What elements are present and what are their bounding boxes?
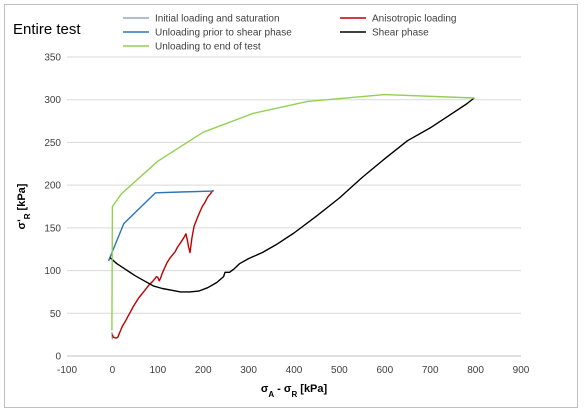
series-line-1 bbox=[111, 189, 214, 339]
y-tick-label: 200 bbox=[44, 181, 61, 192]
y-tick-label: 350 bbox=[44, 53, 61, 64]
y-tick-label: 150 bbox=[44, 223, 61, 234]
x-tick-label: 700 bbox=[422, 365, 439, 376]
legend-label: Unloading prior to shear phase bbox=[155, 28, 292, 39]
x-tick-label: 600 bbox=[376, 365, 393, 376]
y-tick-label: 0 bbox=[55, 352, 61, 363]
axis-label-part: σ' bbox=[16, 219, 28, 230]
y-tick-label: 100 bbox=[44, 266, 61, 277]
legend-label: Unloading to end of test bbox=[155, 42, 261, 53]
series-line-2 bbox=[108, 190, 214, 262]
legend-layer: Initial loading and saturation Anisotropi… bbox=[123, 14, 457, 53]
grid-layer bbox=[67, 56, 521, 357]
y-tick-label: 250 bbox=[44, 138, 61, 149]
series-line-3 bbox=[109, 97, 475, 293]
x-tick-label: -100 bbox=[57, 365, 77, 376]
y-tick-label: 50 bbox=[50, 309, 62, 320]
series-layer bbox=[108, 93, 475, 340]
y-tick-label: 300 bbox=[44, 95, 61, 106]
series-line-4 bbox=[111, 93, 475, 331]
x-tick-label: 200 bbox=[195, 365, 212, 376]
x-tick-label: 0 bbox=[110, 365, 116, 376]
axis-layer: 0 50 100 150 200 250 300 350 -100 0 100 200 300 400 50… bbox=[44, 53, 529, 377]
x-tick-label: 300 bbox=[240, 365, 257, 376]
x-tick-label: 800 bbox=[467, 365, 484, 376]
x-tick-label: 400 bbox=[286, 365, 303, 376]
axis-label-part: R bbox=[291, 390, 297, 399]
legend-label: Anisotropic loading bbox=[372, 14, 457, 25]
x-tick-label: 500 bbox=[331, 365, 348, 376]
axis-label-part: - σ bbox=[274, 383, 292, 395]
x-tick-label: 100 bbox=[149, 365, 166, 376]
axis-label-part: σ bbox=[261, 383, 269, 395]
axis-label-part: A bbox=[268, 390, 274, 399]
x-axis-label: σA - σR [kPa] bbox=[261, 383, 328, 399]
x-tick-label: 900 bbox=[513, 365, 530, 376]
y-axis-label: σ'R [kPa] bbox=[16, 183, 32, 229]
legend-label: Initial loading and saturation bbox=[155, 14, 280, 25]
chart-svg: 0 50 100 150 200 250 300 350 -100 0 100 200 300 400 50… bbox=[13, 14, 530, 399]
chart-title: Entire test bbox=[13, 21, 81, 38]
axis-label-part: [kPa] bbox=[16, 183, 28, 213]
chart-frame: 0 50 100 150 200 250 300 350 -100 0 100 200 300 400 50… bbox=[4, 4, 578, 408]
axis-label-part: R bbox=[23, 213, 32, 219]
legend-label: Shear phase bbox=[372, 28, 429, 39]
axis-label-part: [kPa] bbox=[297, 383, 327, 395]
